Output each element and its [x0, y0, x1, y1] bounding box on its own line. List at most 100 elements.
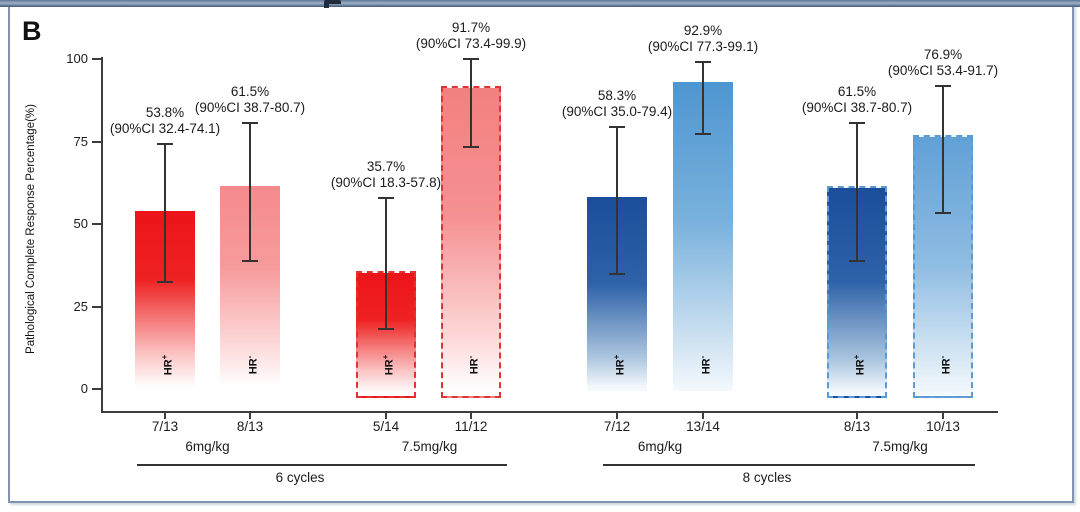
pcr-percent: 61.5%	[837, 83, 877, 99]
y-tick-mark	[92, 305, 101, 308]
hr-subgroup-label: HR-	[464, 342, 481, 388]
pcr-percent: 61.5%	[230, 83, 270, 99]
dose-group-label: 7.5mg/kg	[401, 439, 458, 454]
error-bar-cap-top	[935, 85, 951, 88]
hr-subgroup-label: HR+	[158, 342, 175, 388]
y-tick-mark	[92, 388, 101, 390]
hr-label-text: HR	[383, 359, 396, 376]
hr-subgroup-label: HR-	[696, 342, 713, 388]
value-label: 58.3% (90%CI 35.0-79.4)	[522, 88, 712, 120]
x-axis-line	[101, 411, 998, 413]
confidence-interval: (90%CI 77.3-99.1)	[647, 38, 759, 54]
error-bar-line	[856, 122, 858, 262]
x-tick-mark	[702, 411, 704, 419]
error-bar-cap-bottom	[463, 145, 479, 148]
hr-label-sign: +	[852, 354, 861, 360]
confidence-interval: (90%CI 18.3-57.8)	[330, 175, 442, 191]
dose-group-label: 7.5mg/kg	[872, 439, 928, 454]
error-bar-line	[470, 59, 472, 147]
hr-subgroup-label: HR+	[850, 342, 867, 388]
pcr-percent: 91.7%	[451, 20, 491, 36]
pcr-percent: 53.8%	[145, 105, 185, 121]
error-bar-cap-bottom	[609, 272, 625, 275]
cycle-group-label: 6 cycles	[275, 470, 325, 485]
error-bar-cap-top	[463, 58, 479, 61]
hr-subgroup-label: HR-	[243, 342, 260, 388]
value-label: 53.8% (90%CI 32.4-74.1)	[70, 105, 260, 137]
error-bar-line	[702, 61, 704, 134]
hr-subgroup-label: HR+	[610, 342, 627, 388]
x-tick-mark	[856, 411, 858, 419]
y-tick-label: 50	[73, 216, 88, 231]
error-bar-cap-top	[609, 125, 625, 128]
panel-label: B	[22, 16, 42, 46]
cycle-group-line	[603, 464, 975, 466]
error-bar-cap-bottom	[378, 327, 394, 330]
hr-subgroup-label: HR-	[936, 342, 953, 388]
hr-subgroup-label: HR+	[379, 342, 396, 388]
value-label: 76.9% (90%CI 53.4-91.7)	[848, 47, 1038, 79]
confidence-interval: (90%CI 32.4-74.1)	[109, 121, 221, 137]
hr-label-sign: +	[612, 354, 621, 360]
y-tick-label: 100	[66, 51, 88, 66]
hr-label-text: HR	[468, 358, 481, 375]
hr-label-text: HR	[614, 359, 627, 376]
error-bar-line	[616, 126, 618, 274]
hr-label-text: HR	[940, 358, 953, 375]
hr-label-sign: -	[698, 355, 707, 359]
confidence-interval: (90%CI 38.7-80.7)	[194, 99, 306, 115]
value-label: 35.7% (90%CI 18.3-57.8)	[291, 159, 481, 191]
dose-group-label: 6mg/kg	[185, 439, 230, 454]
value-label: 61.5% (90%CI 38.7-80.7)	[155, 84, 345, 116]
y-tick-mark	[92, 223, 101, 225]
x-tick-mark	[164, 411, 166, 419]
y-tick-mark	[92, 140, 101, 143]
responder-fraction: 8/13	[843, 419, 871, 434]
error-bar-cap-bottom	[157, 281, 173, 284]
pcr-percent: 35.7%	[366, 159, 406, 175]
y-tick-label: 75	[73, 133, 88, 149]
x-tick-mark	[385, 411, 387, 419]
x-tick-mark	[942, 411, 944, 419]
dose-group-label: 6mg/kg	[637, 439, 683, 454]
hr-label-text: HR	[247, 358, 260, 375]
y-tick-label: 25	[73, 298, 88, 314]
hr-label-text: HR	[854, 359, 867, 376]
confidence-interval: (90%CI 35.0-79.4)	[561, 103, 673, 119]
responder-fraction: 10/13	[926, 419, 960, 434]
pcr-percent: 76.9%	[923, 47, 963, 63]
x-tick-mark	[616, 411, 618, 419]
error-bar-cap-top	[849, 121, 865, 124]
error-bar-line	[942, 86, 944, 213]
y-tick-mark	[92, 58, 101, 60]
pcr-percent: 58.3%	[597, 87, 637, 103]
responder-fraction: 7/12	[603, 419, 631, 434]
hr-label-sign: +	[160, 354, 169, 360]
value-label: 92.9% (90%CI 77.3-99.1)	[608, 23, 798, 55]
hr-label-text: HR	[162, 359, 175, 376]
hr-label-sign: -	[466, 355, 475, 359]
responder-fraction: 5/14	[372, 419, 400, 434]
error-bar-line	[385, 198, 387, 329]
error-bar-cap-top	[242, 121, 258, 124]
cycle-group-line	[137, 464, 507, 466]
responder-fraction: 8/13	[236, 419, 264, 434]
error-bar-cap-top	[378, 197, 394, 200]
hr-label-text: HR	[700, 358, 713, 375]
cycle-group-label: 8 cycles	[742, 470, 792, 485]
error-bar-cap-bottom	[849, 260, 865, 263]
x-tick-mark	[470, 411, 472, 419]
error-bar-cap-bottom	[695, 132, 711, 135]
confidence-interval: (90%CI 53.4-91.7)	[887, 63, 999, 79]
confidence-interval: (90%CI 38.7-80.7)	[801, 99, 913, 115]
y-tick-label: 0	[80, 381, 88, 396]
error-bar-line	[249, 122, 251, 262]
responder-fraction: 11/12	[454, 419, 488, 434]
responder-fraction: 13/14	[686, 419, 720, 434]
error-bar-cap-bottom	[242, 260, 258, 263]
top-edge-artifact	[324, 0, 341, 8]
responder-fraction: 7/13	[151, 419, 179, 434]
window-top-border	[0, 0, 1080, 7]
value-label: 91.7% (90%CI 73.4-99.9)	[376, 20, 566, 52]
